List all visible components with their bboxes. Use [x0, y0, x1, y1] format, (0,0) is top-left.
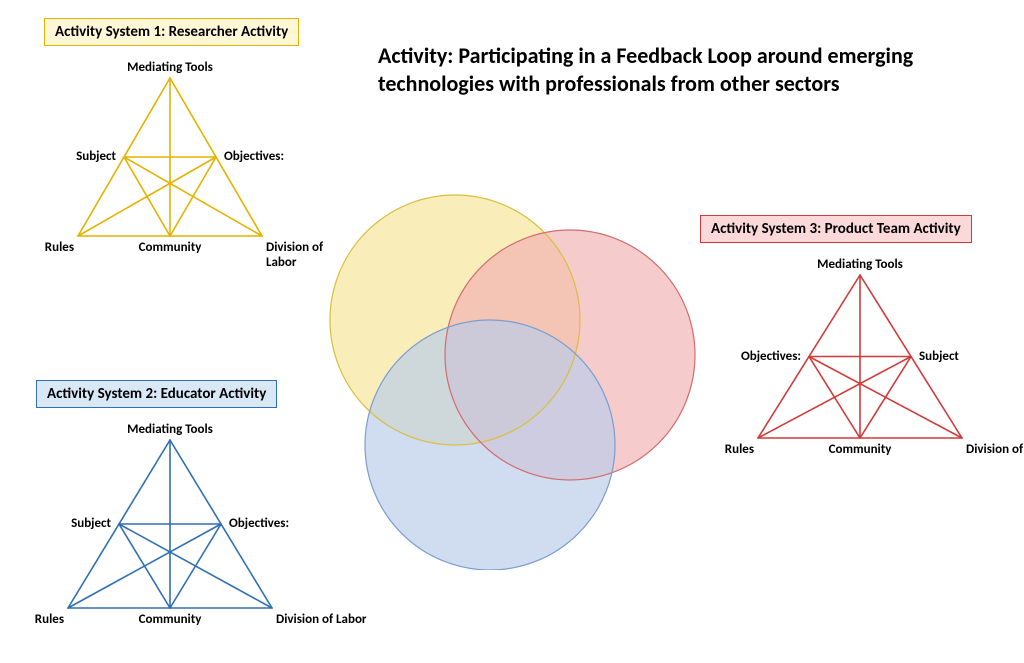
triangle-label-mediating-tools: Mediating Tools	[127, 60, 213, 75]
triangle-label-community: Community	[829, 442, 892, 457]
triangle-label-community: Community	[139, 240, 202, 255]
title-box-educator-label: Activity System 2: Educator Activity	[47, 385, 266, 403]
triangle-label-mediating-tools: Mediating Tools	[127, 422, 213, 437]
title-box-researcher-label: Activity System 1: Researcher Activity	[55, 23, 288, 41]
page-title: Activity: Participating in a Feedback Lo…	[378, 42, 913, 97]
triangle-label-division-of-labor: Division of Labor	[966, 442, 1024, 457]
activity-triangle-researcher: Mediating Tools Subject Objectives: Rules Co…	[30, 58, 310, 258]
triangle-label-left: Subject	[76, 149, 116, 164]
triangle-label-rules: Rules	[35, 612, 64, 627]
page-title-line1: Activity: Participating in a Feedback Lo…	[378, 42, 913, 69]
triangle-label-rules: Rules	[45, 240, 74, 255]
activity-triangle-product-team: Mediating Tools Objectives: Subject Rules Co…	[710, 255, 1010, 460]
venn-diagram	[280, 150, 700, 570]
page-title-line2: technologies with professionals from oth…	[378, 70, 840, 97]
triangle-label-division-of-labor: Division ofLabor	[266, 240, 323, 270]
triangle-label-division-of-labor: Division of Labor	[276, 612, 367, 627]
triangle-label-right: Objectives:	[224, 149, 284, 164]
title-box-researcher: Activity System 1: Researcher Activity	[44, 18, 299, 46]
triangle-label-right: Objectives:	[229, 516, 289, 531]
activity-triangle-educator: Mediating Tools Subject Objectives: Rules Co…	[20, 420, 320, 630]
triangle-label-mediating-tools: Mediating Tools	[817, 257, 903, 272]
triangle-label-right: Subject	[919, 349, 959, 364]
triangle-label-community: Community	[139, 612, 202, 627]
title-box-product-team-label: Activity System 3: Product Team Activity	[711, 220, 961, 238]
diagram-stage: Activity: Participating in a Feedback Lo…	[0, 0, 1024, 663]
triangle-label-left: Objectives:	[741, 349, 801, 364]
triangle-label-rules: Rules	[725, 442, 754, 457]
title-box-product-team: Activity System 3: Product Team Activity	[700, 215, 972, 243]
title-box-educator: Activity System 2: Educator Activity	[36, 380, 277, 408]
triangle-label-left: Subject	[71, 516, 111, 531]
